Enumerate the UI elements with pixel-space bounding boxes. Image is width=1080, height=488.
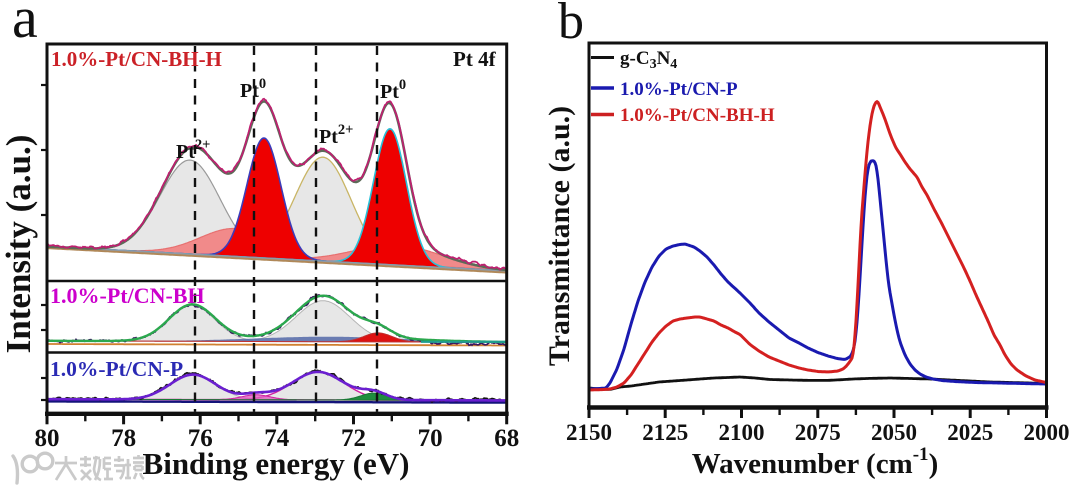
svg-text:76: 76 [188,425,213,452]
svg-text:1.0%-Pt/CN-BH: 1.0%-Pt/CN-BH [50,283,205,308]
svg-text:a: a [12,0,38,50]
svg-text:2100: 2100 [719,420,765,445]
svg-text:2050: 2050 [871,420,917,445]
svg-text:1.0%-Pt/CN-P: 1.0%-Pt/CN-P [620,79,738,100]
svg-text:2025: 2025 [947,420,993,445]
svg-text:Transmittance (a.u.): Transmittance (a.u.) [543,106,576,366]
svg-text:Intensity (a.u.): Intensity (a.u.) [0,135,38,354]
svg-text:74: 74 [264,425,290,452]
svg-text:1.0%-Pt/CN-P: 1.0%-Pt/CN-P [50,357,183,381]
svg-text:Wavenumber (cm-1): Wavenumber (cm-1) [692,444,938,480]
svg-text:2075: 2075 [795,420,841,445]
svg-text:78: 78 [111,425,136,452]
svg-text:70: 70 [418,425,443,452]
svg-text:b: b [558,0,584,50]
svg-text:2125: 2125 [642,420,688,445]
svg-text:g-C3N4: g-C3N4 [620,48,677,72]
svg-text:2000: 2000 [1024,420,1070,445]
svg-text:68: 68 [494,425,519,452]
svg-text:2150: 2150 [566,420,612,445]
svg-text:1.0%-Pt/CN-BH-H: 1.0%-Pt/CN-BH-H [51,47,222,71]
svg-text:Binding energy (eV): Binding energy (eV) [143,446,410,481]
svg-text:72: 72 [341,425,366,452]
svg-text:Pt 4f: Pt 4f [453,47,497,71]
svg-text:80: 80 [35,425,60,452]
svg-text:1.0%-Pt/CN-BH-H: 1.0%-Pt/CN-BH-H [620,105,775,126]
